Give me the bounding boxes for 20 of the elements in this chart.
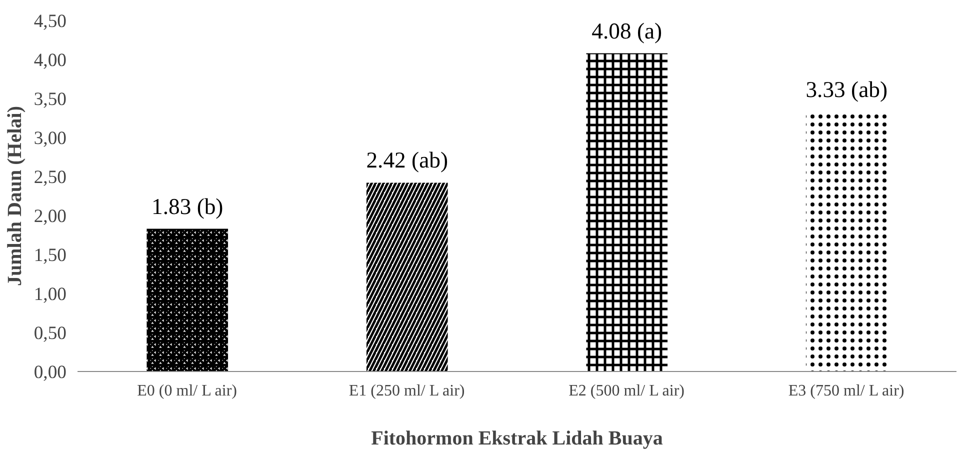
y-tick-label: 0,50 <box>34 323 67 344</box>
x-tick-label: E2 (500 ml/ L air) <box>568 382 684 400</box>
x-tick-label: E0 (0 ml/ L air) <box>137 382 237 400</box>
x-tick-label: E3 (750 ml/ L air) <box>788 382 904 400</box>
y-tick-label: 3,00 <box>34 128 67 149</box>
data-label: 4.08 (a) <box>592 18 662 44</box>
x-tick-label: E1 (250 ml/ L air) <box>348 382 465 400</box>
y-tick-label: 4,50 <box>34 11 67 32</box>
y-tick-label: 4,00 <box>34 50 67 71</box>
y-tick-label: 1,00 <box>34 284 67 305</box>
data-label: 3.33 (ab) <box>806 76 888 102</box>
y-tick-label: 2,50 <box>34 167 67 188</box>
data-label: 1.83 (b) <box>152 194 224 219</box>
y-tick-label: 3,50 <box>34 89 67 110</box>
y-tick-label: 0,00 <box>34 362 67 383</box>
y-axis-title: Jumlah Daun (Helai) <box>4 106 26 286</box>
data-label: 2.42 (ab) <box>366 148 448 173</box>
y-tick-label: 1,50 <box>34 245 67 266</box>
x-axis-title: Fitohormon Ekstrak Lidah Buaya <box>371 428 663 450</box>
y-tick-label: 2,00 <box>34 206 67 227</box>
